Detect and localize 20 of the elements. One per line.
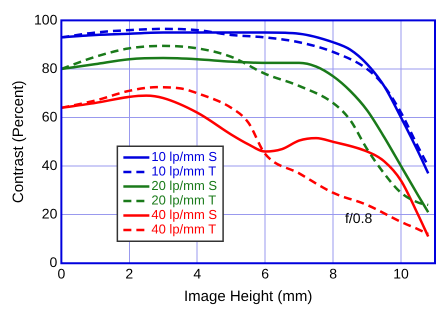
x-tick-label: 10 <box>393 265 410 282</box>
legend-label: 40 lp/mm S <box>151 207 218 222</box>
legend-label: 10 lp/mm T <box>151 164 216 179</box>
legend-label: 20 lp/mm S <box>151 178 218 194</box>
legend-label: 10 lp/mm S <box>151 149 218 164</box>
x-axis-title: Image Height (mm) <box>184 288 312 306</box>
x-tick-label: 8 <box>329 265 338 282</box>
y-tick-label: 100 <box>34 11 58 28</box>
x-tick-label: 6 <box>261 265 270 282</box>
y-tick-label: 0 <box>50 254 58 270</box>
x-tick-label: 4 <box>193 265 202 282</box>
legend-label: 40 lp/mm T <box>151 222 216 237</box>
y-tick-label: 20 <box>42 206 58 222</box>
annotation: f/0.8 <box>345 210 372 226</box>
legend-label: 20 lp/mm T <box>151 192 216 208</box>
y-tick-label: 80 <box>42 60 58 76</box>
y-tick-label: 40 <box>42 156 58 173</box>
y-axis-title: Contrast (Percent) <box>10 80 28 204</box>
x-tick-label: 2 <box>125 265 134 282</box>
y-tick-label: 60 <box>42 108 58 124</box>
